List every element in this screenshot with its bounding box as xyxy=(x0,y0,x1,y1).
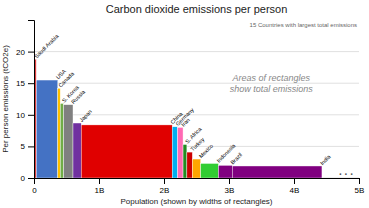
x-tick-label: 2B xyxy=(160,186,170,195)
y-tick-label: 10 xyxy=(16,111,25,120)
bar-labels: Saudi ArabiaUSACanadaS. KoreaRussiaJapan… xyxy=(33,32,332,166)
subtitle: 15 Countries with largest total emission… xyxy=(250,22,357,28)
bar-label: Japan xyxy=(78,108,93,123)
y-axis-title: Per person emissions (tCO2e) xyxy=(1,45,10,153)
x-tick: 5B xyxy=(355,178,365,195)
y-tick-mark xyxy=(28,146,34,147)
bar-label: Mexico xyxy=(198,143,215,160)
bar xyxy=(201,163,219,178)
bar xyxy=(183,145,187,178)
x-tick-label: 0 xyxy=(32,186,37,195)
y-tick: 10 xyxy=(16,111,34,120)
x-tick-label: 5B xyxy=(355,186,365,195)
bar xyxy=(73,123,81,178)
x-axis: 0 1B 2B 3B 4B 5B xyxy=(32,178,364,195)
x-tick: 2B xyxy=(160,178,170,195)
bar xyxy=(218,165,232,178)
y-tick: 5 xyxy=(21,142,34,151)
bar-label: Russia xyxy=(70,88,87,105)
bar-label: Saudi Arabia xyxy=(33,32,60,59)
y-tick-mark xyxy=(28,52,34,53)
x-tick-label: 1B xyxy=(95,186,105,195)
y-tick-label: 5 xyxy=(21,142,26,151)
x-axis-title: Population (shown by widths of rectangle… xyxy=(120,197,272,206)
bar xyxy=(232,166,322,178)
bar xyxy=(81,125,172,178)
bar xyxy=(36,80,58,178)
bar-label: Iran xyxy=(180,117,191,128)
grid xyxy=(34,52,359,178)
bar-label: India xyxy=(319,153,332,166)
y-tick-mark xyxy=(28,115,34,116)
x-axis-line xyxy=(35,179,360,185)
bar xyxy=(172,127,177,178)
y-tick-label: 0 xyxy=(21,174,26,183)
ellipsis: . . . xyxy=(339,166,353,177)
y-tick: 15 xyxy=(16,79,34,88)
bars xyxy=(34,59,322,178)
y-axis-line xyxy=(28,21,35,179)
x-tick-label: 3B xyxy=(225,186,235,195)
x-tick-mark xyxy=(99,178,100,184)
title: Carbon dioxide emissions per person xyxy=(106,3,288,15)
x-tick: 0 xyxy=(32,178,37,195)
y-tick-label: 15 xyxy=(16,79,25,88)
grid-line xyxy=(34,51,359,52)
y-tick: 0 xyxy=(21,174,34,183)
bar xyxy=(60,103,63,178)
x-tick-mark xyxy=(164,178,165,184)
bar xyxy=(178,127,183,178)
x-tick: 3B xyxy=(225,178,235,195)
bar xyxy=(64,105,73,178)
x-tick-mark xyxy=(229,178,230,184)
bar xyxy=(187,152,192,178)
bar xyxy=(58,88,60,178)
x-tick-label: 4B xyxy=(290,186,300,195)
y-tick-mark xyxy=(28,83,34,84)
annotation: Areas of rectanglesshow total emissions xyxy=(230,73,314,94)
y-tick-mark xyxy=(28,178,34,179)
plot: 01B2B3B4B5B05101520Saudi ArabiaUSACanada… xyxy=(16,21,364,195)
y-tick-label: 20 xyxy=(16,48,25,57)
chart: 01B2B3B4B5B05101520Saudi ArabiaUSACanada… xyxy=(0,0,369,208)
x-tick: 1B xyxy=(95,178,105,195)
bar-label: Brazil xyxy=(229,152,243,166)
y-tick: 20 xyxy=(16,48,34,57)
y-axis: 0 5 10 15 20 xyxy=(16,21,34,184)
bar xyxy=(192,159,200,178)
x-tick-mark xyxy=(294,178,295,184)
x-tick: 4B xyxy=(290,178,300,195)
bar-label: Germany xyxy=(175,107,195,127)
x-tick-mark xyxy=(359,178,360,184)
